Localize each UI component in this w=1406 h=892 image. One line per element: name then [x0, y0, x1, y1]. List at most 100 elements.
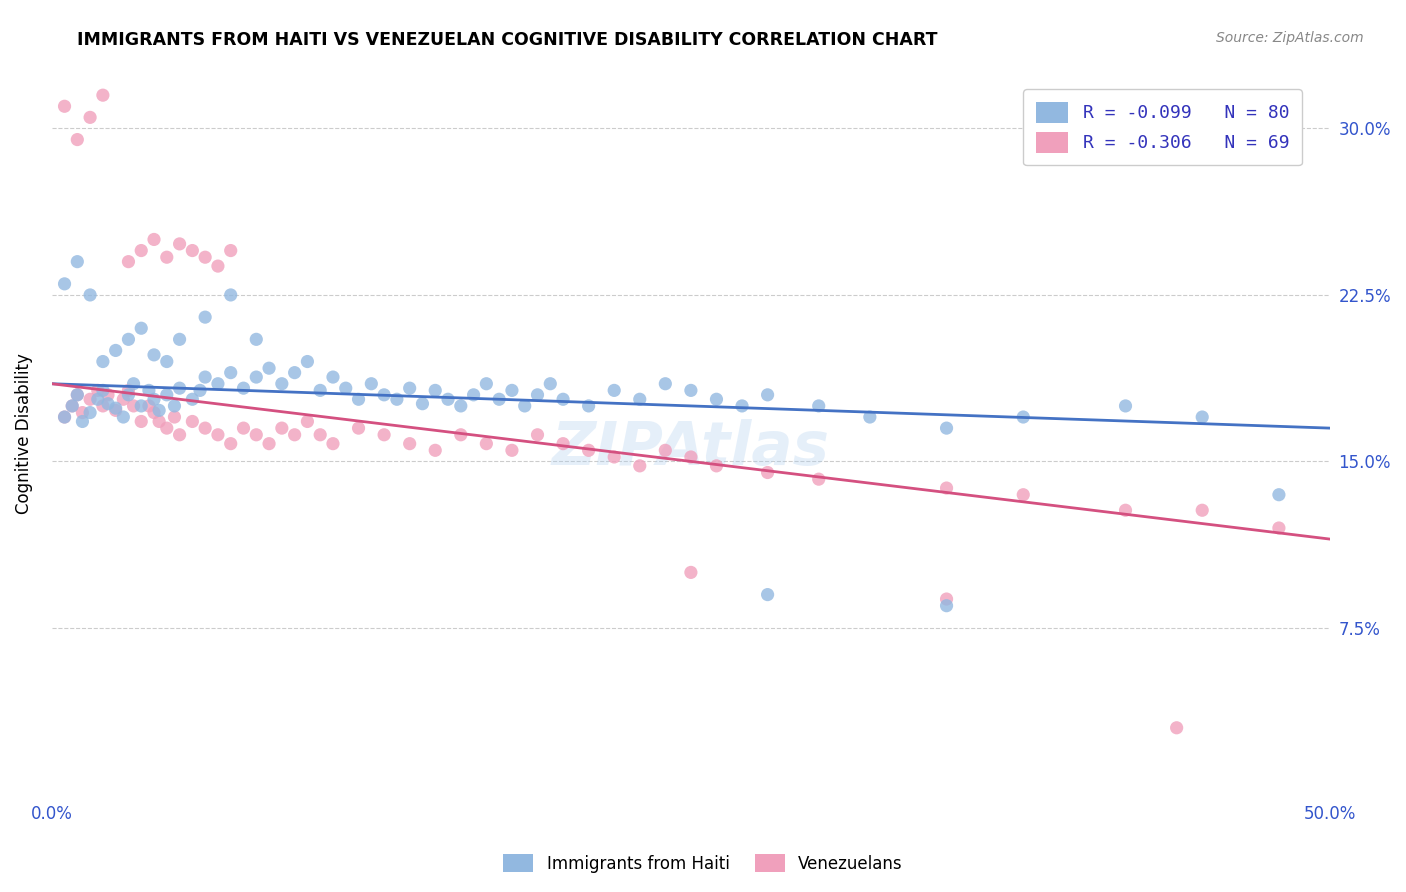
Point	[194, 310, 217, 325]
Point	[935, 421, 957, 435]
Point	[297, 414, 319, 428]
Point	[756, 466, 779, 480]
Point	[156, 250, 179, 264]
Point	[207, 376, 229, 391]
Point	[117, 388, 139, 402]
Point	[97, 397, 120, 411]
Point	[169, 332, 191, 346]
Point	[66, 132, 89, 146]
Point	[1166, 721, 1188, 735]
Point	[807, 399, 830, 413]
Point	[411, 397, 433, 411]
Point	[143, 406, 166, 420]
Point	[194, 370, 217, 384]
Point	[169, 381, 191, 395]
Point	[129, 414, 152, 428]
Point	[731, 399, 754, 413]
Point	[1012, 488, 1035, 502]
Point	[207, 427, 229, 442]
Point	[513, 399, 536, 413]
Point	[679, 450, 702, 464]
Point	[143, 348, 166, 362]
Text: Source: ZipAtlas.com: Source: ZipAtlas.com	[1216, 31, 1364, 45]
Point	[194, 250, 217, 264]
Point	[129, 321, 152, 335]
Point	[257, 436, 280, 450]
Point	[53, 410, 76, 425]
Point	[97, 388, 120, 402]
Point	[526, 427, 548, 442]
Point	[122, 376, 145, 391]
Point	[270, 421, 292, 435]
Point	[207, 259, 229, 273]
Legend: R = -0.099   N = 80, R = -0.306   N = 69: R = -0.099 N = 80, R = -0.306 N = 69	[1024, 89, 1302, 165]
Y-axis label: Cognitive Disability: Cognitive Disability	[15, 353, 32, 514]
Point	[347, 421, 370, 435]
Point	[257, 361, 280, 376]
Point	[122, 399, 145, 413]
Point	[148, 403, 170, 417]
Point	[117, 254, 139, 268]
Point	[501, 443, 523, 458]
Point	[245, 427, 267, 442]
Point	[628, 392, 651, 407]
Point	[66, 254, 89, 268]
Point	[156, 388, 179, 402]
Point	[475, 436, 498, 450]
Point	[66, 388, 89, 402]
Point	[163, 410, 186, 425]
Point	[87, 392, 110, 407]
Point	[1012, 410, 1035, 425]
Text: IMMIGRANTS FROM HAITI VS VENEZUELAN COGNITIVE DISABILITY CORRELATION CHART: IMMIGRANTS FROM HAITI VS VENEZUELAN COGN…	[77, 31, 938, 49]
Point	[188, 384, 211, 398]
Point	[245, 370, 267, 384]
Point	[488, 392, 510, 407]
Point	[53, 99, 76, 113]
Point	[284, 366, 307, 380]
Point	[72, 406, 94, 420]
Point	[935, 481, 957, 495]
Point	[169, 427, 191, 442]
Point	[79, 111, 101, 125]
Point	[112, 410, 135, 425]
Point	[245, 332, 267, 346]
Point	[232, 421, 254, 435]
Point	[706, 458, 728, 473]
Point	[654, 443, 676, 458]
Point	[398, 381, 420, 395]
Point	[450, 399, 472, 413]
Point	[1115, 503, 1137, 517]
Point	[935, 599, 957, 613]
Point	[1268, 521, 1291, 535]
Point	[526, 388, 548, 402]
Point	[181, 392, 204, 407]
Point	[284, 427, 307, 442]
Point	[163, 399, 186, 413]
Point	[1268, 488, 1291, 502]
Point	[129, 399, 152, 413]
Point	[129, 244, 152, 258]
Point	[104, 343, 127, 358]
Point	[91, 384, 114, 398]
Point	[53, 410, 76, 425]
Point	[347, 392, 370, 407]
Point	[143, 232, 166, 246]
Point	[219, 436, 242, 450]
Point	[232, 381, 254, 395]
Point	[104, 403, 127, 417]
Point	[654, 376, 676, 391]
Legend: Immigrants from Haiti, Venezuelans: Immigrants from Haiti, Venezuelans	[496, 847, 910, 880]
Point	[169, 236, 191, 251]
Point	[450, 427, 472, 442]
Point	[859, 410, 882, 425]
Point	[194, 421, 217, 435]
Point	[322, 370, 344, 384]
Point	[79, 406, 101, 420]
Point	[1115, 399, 1137, 413]
Point	[72, 414, 94, 428]
Point	[117, 332, 139, 346]
Point	[578, 443, 600, 458]
Point	[538, 376, 561, 391]
Point	[117, 384, 139, 398]
Point	[79, 392, 101, 407]
